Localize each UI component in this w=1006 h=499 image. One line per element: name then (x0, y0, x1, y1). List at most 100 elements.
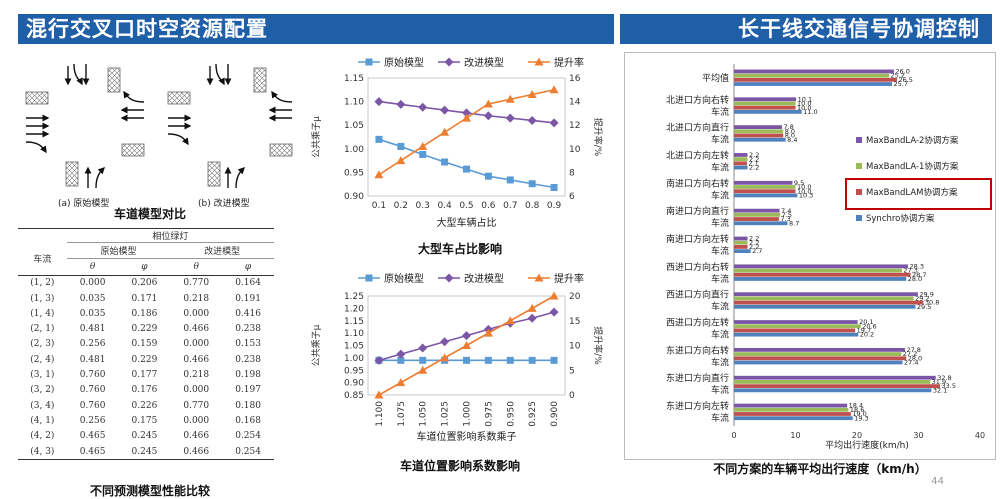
data-point (506, 176, 514, 184)
data-point (462, 113, 471, 122)
data-point (440, 337, 450, 347)
bar (734, 97, 797, 102)
category-label: 车流 (711, 189, 729, 201)
bar (734, 105, 796, 110)
table-cell: 0.256 (79, 415, 106, 426)
bar (734, 153, 748, 157)
data-label: 8.7 (789, 219, 799, 227)
data-point (374, 390, 384, 399)
table-row: (1, 4) 0.035 0.186 0.000 0.416 (18, 306, 274, 321)
data-label: 25.2 (890, 72, 904, 80)
data-label: 32.8 (937, 374, 951, 382)
bar (734, 332, 859, 337)
data-point (549, 118, 559, 128)
lane-position-factor-chart: 0.85 0.90 0.95 1.00 1.05 1.10 1.15 1.20 1.25 0 5 10… (310, 272, 604, 443)
bar (734, 328, 856, 333)
table-cell: 0.176 (131, 385, 158, 396)
data-label: 27.8 (906, 346, 920, 354)
table-cell: 0.218 (183, 370, 210, 381)
bar (734, 133, 784, 138)
legend-swatch (856, 215, 862, 221)
x-tick-label: 1.050 (419, 401, 429, 427)
y2-tick-label: 14 (569, 98, 581, 108)
bar (734, 320, 858, 324)
data-point (419, 150, 427, 158)
data-point (549, 307, 559, 317)
bar (734, 77, 897, 82)
y2-tick-label: 10 (569, 145, 581, 155)
table-cell: 0.197 (235, 385, 261, 396)
bar (734, 264, 909, 269)
y2-tick-label: 16 (569, 74, 581, 84)
table-row: (4, 1) 0.256 0.175 0.000 0.168 (18, 413, 274, 428)
data-label: 7.4 (781, 207, 791, 215)
data-point (483, 111, 493, 121)
table-row: (4, 3) 0.465 0.245 0.466 0.254 (18, 443, 274, 461)
data-point (550, 184, 558, 192)
chart-legend: 原始模型 改进模型 提升率 (358, 56, 584, 69)
table-cell: 0.035 (79, 293, 106, 304)
y2-axis-title: 提升率/% (592, 118, 604, 157)
data-label: 2.2 (749, 164, 759, 172)
x-tick-label: 0.5 (459, 201, 473, 211)
data-label: 8.0 (785, 132, 795, 140)
table-cell: 0.760 (79, 385, 106, 396)
category-label: 西进口方向左转 (666, 317, 729, 329)
bar (734, 356, 907, 361)
data-point (462, 331, 471, 341)
data-point (397, 142, 405, 150)
data-label: 18.6 (850, 406, 864, 414)
x-tick-label: 0.950 (506, 401, 516, 427)
table-cell: 0.035 (79, 308, 106, 319)
category-label: 车流 (711, 217, 729, 229)
chart-legend: MaxBandLA-2协调方案 MaxBandLA-1协调方案 MaxBandLAM… (856, 135, 959, 224)
legend-highlight-box (845, 178, 992, 210)
table-cell: 0.000 (183, 385, 210, 396)
x-tick-label: 1.075 (397, 401, 407, 427)
x-tick-label: 0.4 (437, 201, 452, 211)
data-label: 2.2 (749, 243, 759, 251)
table-cell: 0.481 (79, 324, 106, 335)
x-tick-label: 1.025 (441, 401, 451, 427)
table-group-header: 相位绿灯 (66, 228, 274, 243)
category-label: 北进口方向直行 (666, 122, 729, 134)
bar (734, 352, 902, 356)
bar (734, 161, 747, 166)
x-tick-label: 0.1 (372, 201, 386, 211)
data-label: 25.7 (894, 80, 908, 88)
table-cell: (3, 2) (30, 385, 55, 396)
table-cell: 0.238 (235, 354, 261, 365)
category-label: 南进口方向右转 (666, 177, 729, 189)
data-point (505, 94, 515, 103)
table-row: (3, 2) 0.760 0.176 0.000 0.197 (18, 383, 274, 398)
data-point (505, 113, 515, 123)
data-point (444, 273, 454, 283)
table-header-phi: φ (222, 258, 274, 276)
data-point (375, 135, 383, 143)
table-cell: 0.770 (183, 400, 210, 411)
right-section-title: 长干线交通信号协调控制 (738, 17, 980, 41)
data-label: 10.0 (797, 187, 811, 195)
y-tick-label: 1.05 (344, 342, 364, 352)
table-header-improved: 改进模型 (170, 242, 274, 260)
table-cell: (4, 1) (30, 415, 55, 426)
bar (734, 212, 781, 217)
bar (734, 384, 941, 389)
data-label: 2.2 (749, 239, 759, 247)
data-point (534, 273, 544, 282)
data-point (440, 127, 450, 136)
data-point (462, 341, 471, 349)
legend-label: 改进模型 (464, 272, 504, 285)
data-point (549, 85, 559, 94)
table-cell: (2, 4) (30, 354, 55, 365)
data-label: 9.5 (794, 179, 804, 187)
original-lane-model (25, 63, 145, 189)
bar (734, 217, 779, 221)
data-label: 7.8 (783, 123, 793, 131)
data-label: 10.3 (799, 192, 813, 200)
data-label: 2.7 (752, 247, 762, 255)
data-point (484, 172, 492, 180)
data-label: 2.1 (748, 159, 758, 167)
table-cell: (2, 1) (30, 324, 55, 335)
y-tick-label: 0.90 (344, 192, 364, 202)
